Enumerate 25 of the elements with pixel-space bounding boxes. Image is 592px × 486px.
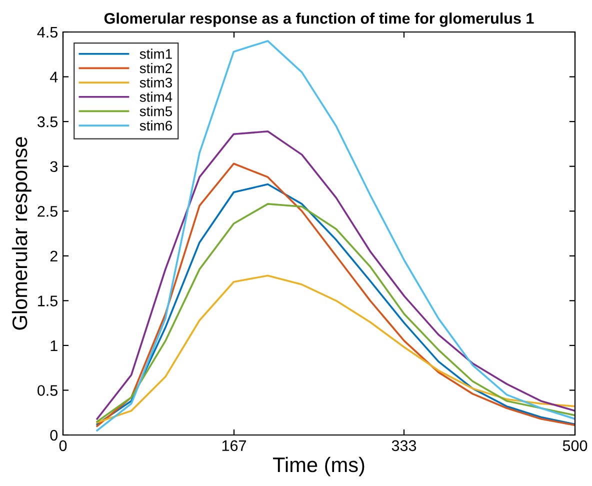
legend-label: stim5 xyxy=(140,106,172,116)
y-tick-label: 0 xyxy=(50,430,58,441)
line-series xyxy=(96,274,575,424)
y-tick-label: 2 xyxy=(50,250,58,262)
line-series xyxy=(96,40,575,432)
y-tick-label: 2.5 xyxy=(38,206,58,217)
legend-label: stim3 xyxy=(140,77,172,88)
y-tick-label: 3.5 xyxy=(37,116,58,128)
x-tick-label: 0 xyxy=(59,440,67,452)
y-tick-label: 1 xyxy=(50,340,58,351)
legend-label: stim6 xyxy=(140,120,172,131)
y-axis-title: Glomerular response xyxy=(12,137,32,330)
y-tick-label: 4 xyxy=(50,72,58,82)
y-tick-label: 4.5 xyxy=(37,27,58,38)
y-tick-label: 0.5 xyxy=(38,385,58,396)
chart-title: Glomerular response as a function of time for glomerulus 1 xyxy=(104,12,534,27)
x-axis-title: Time (ms) xyxy=(272,456,364,476)
x-tick-label: 500 xyxy=(562,440,588,452)
x-tick-label: 333 xyxy=(392,440,416,452)
legend-label: stim2 xyxy=(140,63,172,74)
x-tick-label: 167 xyxy=(222,440,246,452)
legend-label: stim1 xyxy=(140,48,172,59)
y-tick-label: 3 xyxy=(50,161,58,172)
legend-label: stim4 xyxy=(140,92,172,102)
y-tick-label: 1.5 xyxy=(38,296,58,306)
